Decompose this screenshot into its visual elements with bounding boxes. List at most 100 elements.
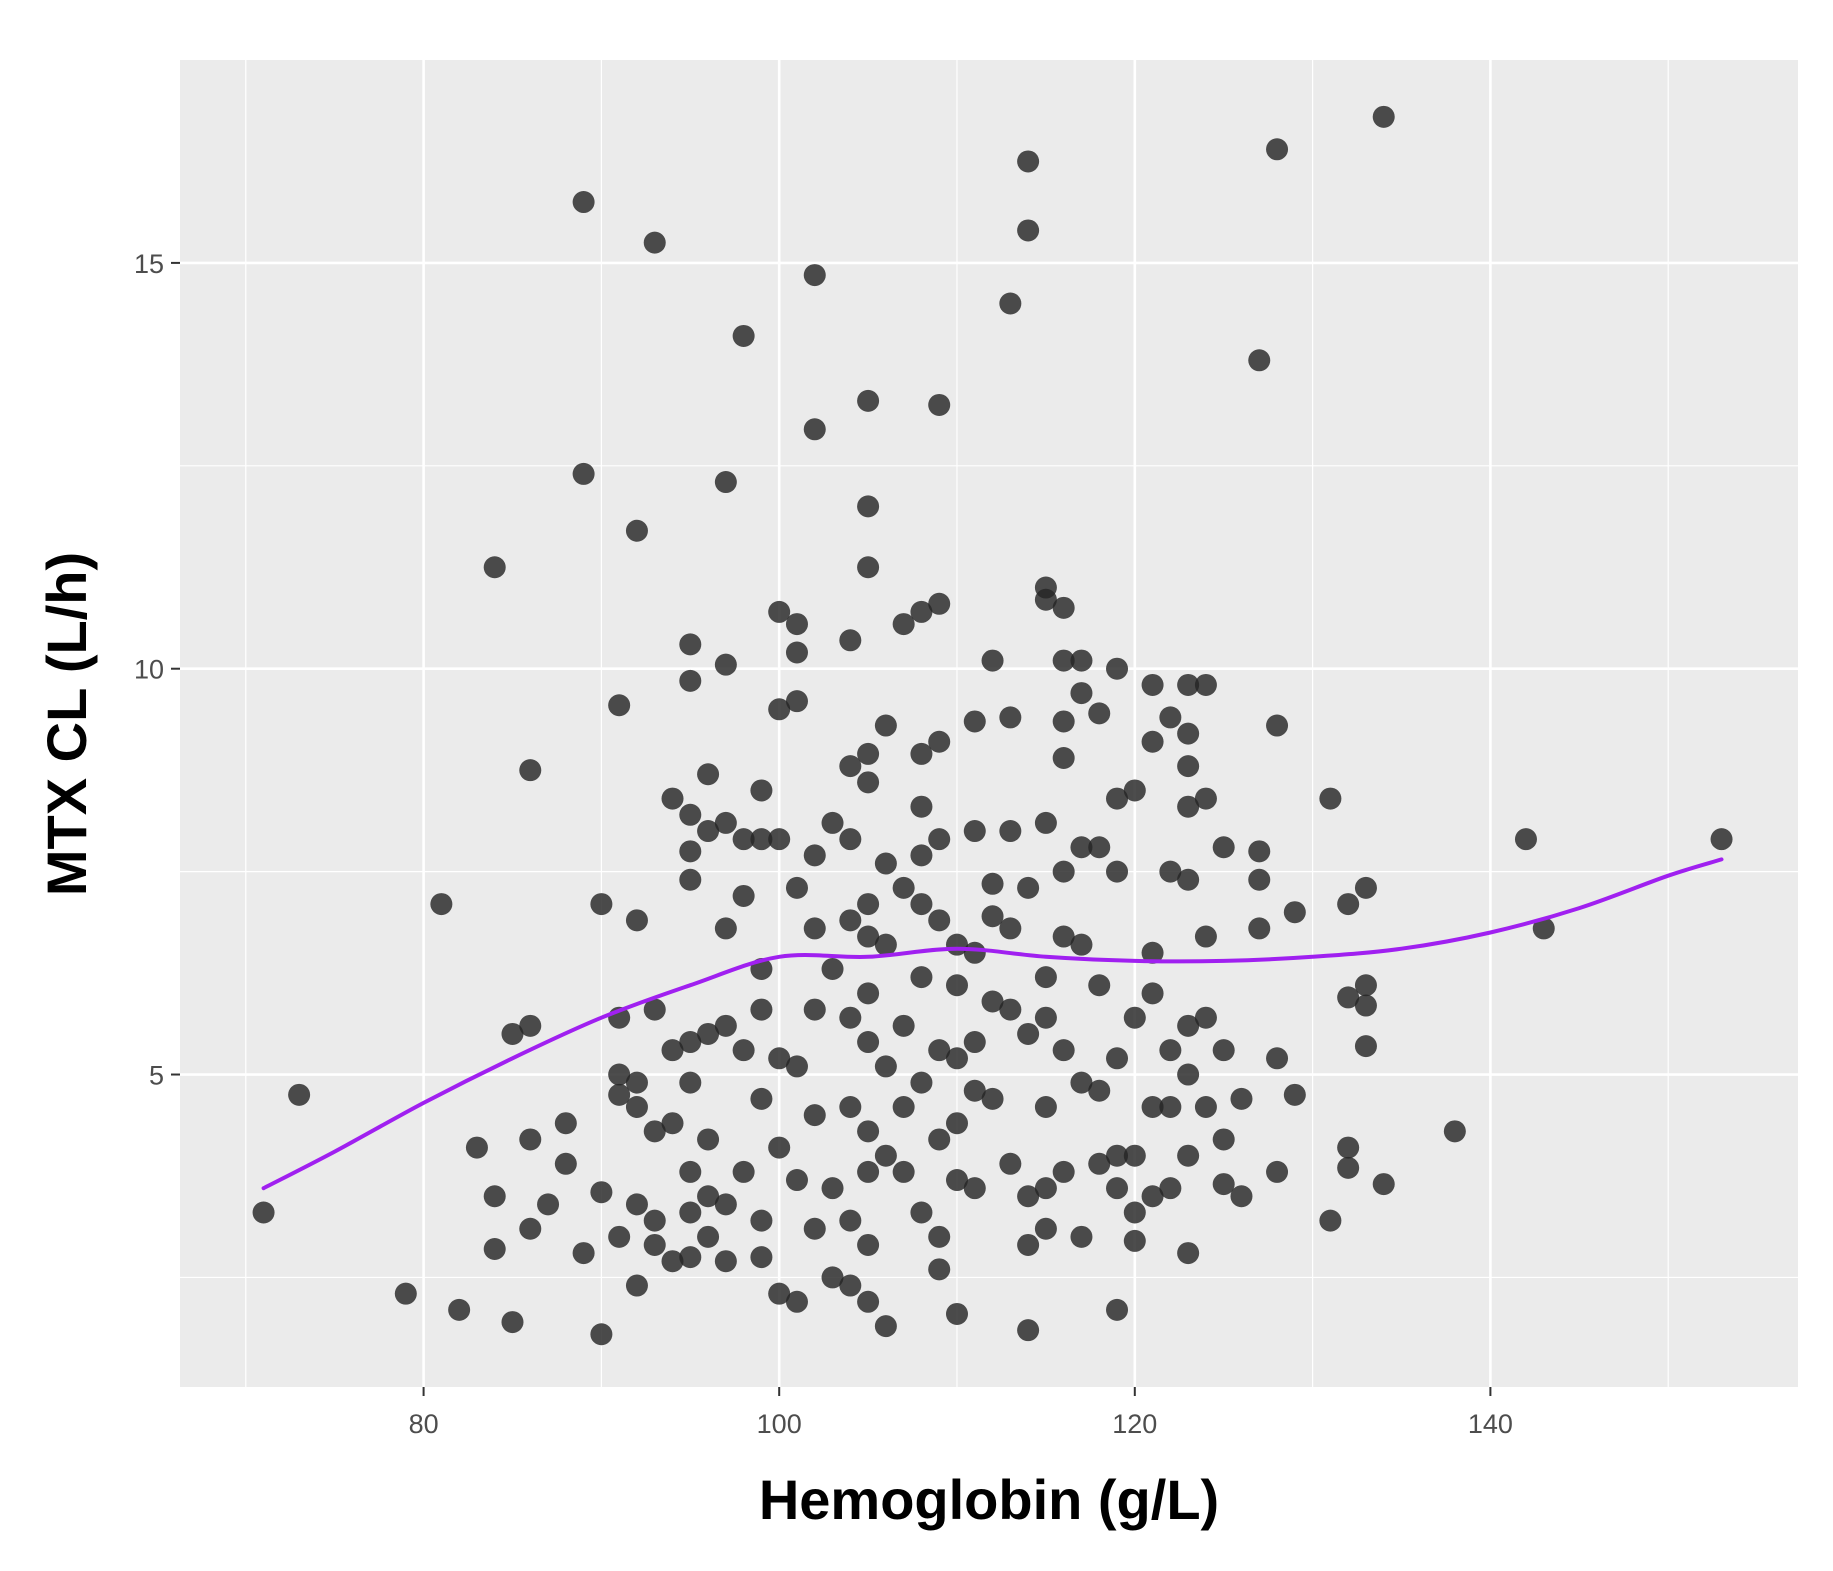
data-point bbox=[679, 803, 702, 826]
data-point bbox=[750, 1246, 773, 1269]
data-point bbox=[945, 1112, 968, 1135]
data-point bbox=[1052, 649, 1075, 672]
data-point bbox=[714, 1014, 737, 1037]
data-point bbox=[1194, 1095, 1217, 1118]
data-point bbox=[928, 1039, 951, 1062]
data-point bbox=[750, 779, 773, 802]
data-point bbox=[839, 1095, 862, 1118]
data-point bbox=[857, 556, 880, 579]
data-point bbox=[501, 1022, 524, 1045]
data-point bbox=[1248, 840, 1271, 863]
data-point bbox=[874, 933, 897, 956]
data-point bbox=[768, 600, 791, 623]
data-point bbox=[928, 393, 951, 416]
data-point bbox=[981, 1087, 1004, 1110]
data-point bbox=[1266, 714, 1289, 737]
data-point bbox=[945, 1302, 968, 1325]
data-point bbox=[1123, 1201, 1146, 1224]
data-point bbox=[1141, 1095, 1164, 1118]
data-point bbox=[1088, 1079, 1111, 1102]
data-point bbox=[679, 868, 702, 891]
data-point bbox=[572, 1242, 595, 1265]
data-point bbox=[1372, 1173, 1395, 1196]
data-point bbox=[785, 641, 808, 664]
data-point bbox=[981, 649, 1004, 672]
x-tick-label: 120 bbox=[1112, 1409, 1157, 1439]
data-point bbox=[785, 1290, 808, 1313]
data-point bbox=[714, 1193, 737, 1216]
data-point bbox=[981, 905, 1004, 928]
data-point bbox=[697, 1128, 720, 1151]
data-point bbox=[661, 1250, 684, 1273]
data-point bbox=[963, 941, 986, 964]
data-point bbox=[732, 1160, 755, 1183]
data-point bbox=[1141, 1185, 1164, 1208]
data-point bbox=[1177, 795, 1200, 818]
data-point bbox=[892, 1160, 915, 1183]
data-point bbox=[1177, 1242, 1200, 1265]
data-point bbox=[981, 872, 1004, 895]
data-point bbox=[874, 1144, 897, 1167]
data-point bbox=[839, 1006, 862, 1029]
data-point bbox=[1034, 1006, 1057, 1029]
data-point bbox=[821, 1266, 844, 1289]
data-point bbox=[679, 1246, 702, 1269]
data-point bbox=[1159, 1177, 1182, 1200]
data-point bbox=[288, 1083, 311, 1106]
data-point bbox=[1070, 933, 1093, 956]
data-point bbox=[1088, 974, 1111, 997]
data-point bbox=[803, 264, 826, 287]
data-point bbox=[1514, 828, 1537, 851]
data-point bbox=[1194, 787, 1217, 810]
y-tick-label: 15 bbox=[134, 249, 164, 279]
data-point bbox=[785, 690, 808, 713]
data-point bbox=[1266, 1047, 1289, 1070]
data-point bbox=[714, 1250, 737, 1273]
data-point bbox=[1319, 787, 1342, 810]
data-point bbox=[643, 1120, 666, 1143]
data-point bbox=[1212, 1128, 1235, 1151]
data-point bbox=[910, 1071, 933, 1094]
data-point bbox=[394, 1282, 417, 1305]
data-point bbox=[1266, 138, 1289, 161]
data-point bbox=[928, 592, 951, 615]
data-point bbox=[910, 844, 933, 867]
data-point bbox=[892, 1095, 915, 1118]
data-point bbox=[1337, 1136, 1360, 1159]
x-tick-label: 140 bbox=[1468, 1409, 1513, 1439]
data-point bbox=[1283, 1083, 1306, 1106]
data-point bbox=[679, 1160, 702, 1183]
data-point bbox=[768, 828, 791, 851]
data-point bbox=[821, 811, 844, 834]
data-point bbox=[1106, 1144, 1129, 1167]
data-point bbox=[1123, 1006, 1146, 1029]
data-point bbox=[1141, 982, 1164, 1005]
data-point bbox=[679, 840, 702, 863]
data-point bbox=[625, 1071, 648, 1094]
data-point bbox=[963, 1031, 986, 1054]
data-point bbox=[999, 917, 1022, 940]
data-point bbox=[643, 1209, 666, 1232]
smooth-trend-line bbox=[261, 857, 1724, 1191]
data-point bbox=[910, 966, 933, 989]
data-point bbox=[697, 820, 720, 843]
data-point bbox=[643, 231, 666, 254]
data-point bbox=[928, 1225, 951, 1248]
data-point bbox=[768, 698, 791, 721]
data-point bbox=[519, 1128, 542, 1151]
data-point bbox=[910, 742, 933, 765]
data-point bbox=[1194, 925, 1217, 948]
data-point bbox=[928, 1258, 951, 1281]
x-axis-title: Hemoglobin (g/L) bbox=[759, 1468, 1219, 1531]
data-point bbox=[857, 982, 880, 1005]
data-point bbox=[1710, 828, 1733, 851]
data-point bbox=[519, 759, 542, 782]
data-point bbox=[1106, 1047, 1129, 1070]
data-point bbox=[839, 1209, 862, 1232]
data-point bbox=[1017, 1022, 1040, 1045]
data-point bbox=[1443, 1120, 1466, 1143]
y-tick-label: 10 bbox=[134, 655, 164, 685]
data-point bbox=[1177, 673, 1200, 696]
data-point bbox=[1106, 860, 1129, 883]
data-point bbox=[714, 471, 737, 494]
